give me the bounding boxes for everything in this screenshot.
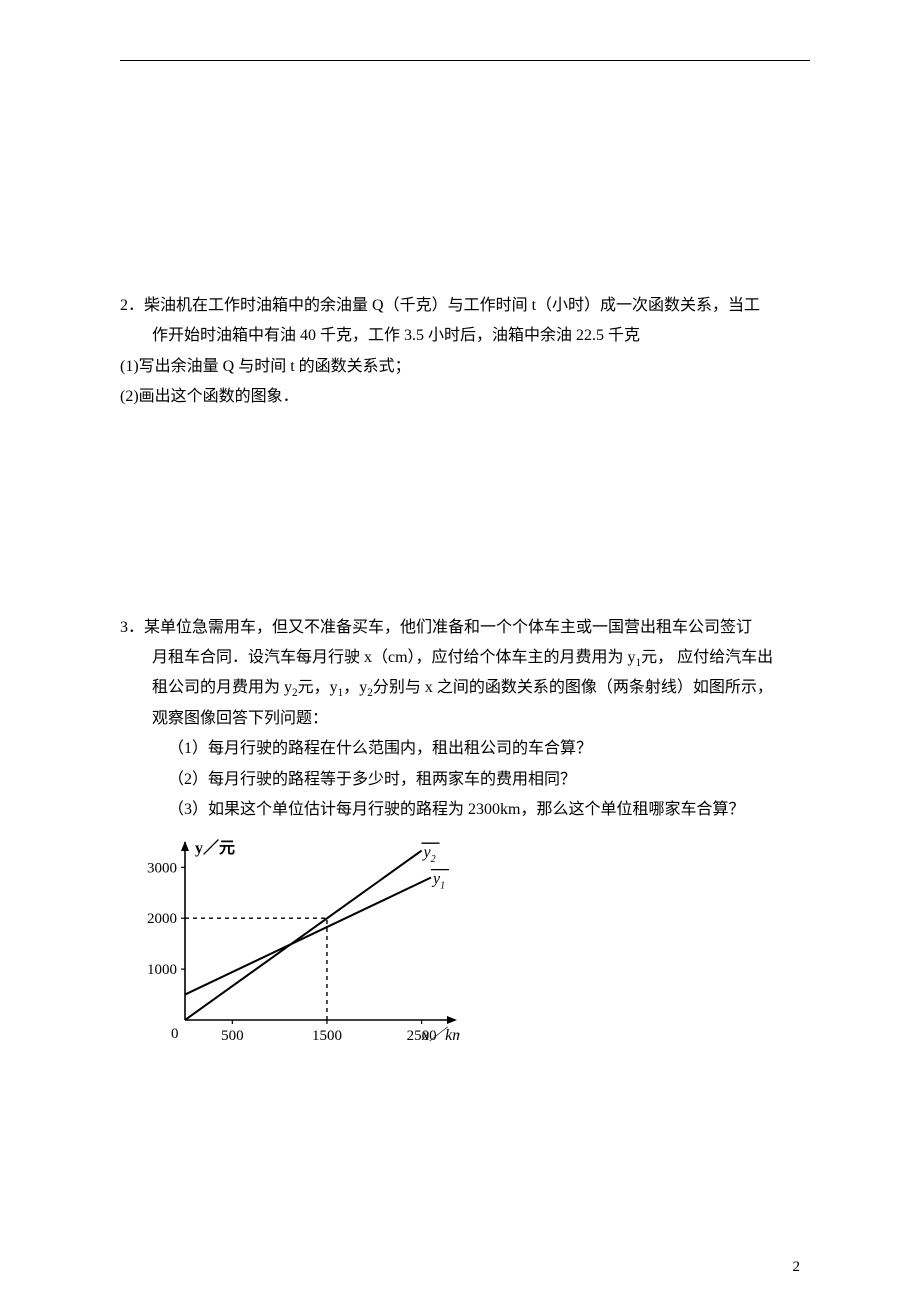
problem-3-stem-line3: 租公司的月费用为 y2元，y1，y2分别与 x 之间的函数关系的图像（两条射线）… bbox=[120, 673, 810, 703]
problem-3-q2: （2）每月行驶的路程等于多少时，租两家车的费用相同？ bbox=[120, 765, 810, 795]
problem-2: 2．柴油机在工作时油箱中的余油量 Q（千克）与工作时间 t（小时）成一次函数关系… bbox=[120, 291, 810, 413]
problem-3-q1: （1）每月行驶的路程在什么范围内，租出租公司的车合算？ bbox=[120, 734, 810, 764]
problem-2-stem-line1: 2．柴油机在工作时油箱中的余油量 Q（千克）与工作时间 t（小时）成一次函数关系… bbox=[120, 291, 810, 321]
svg-text:2000: 2000 bbox=[147, 912, 177, 928]
problem-3-stem-line2a: 月租车合同．设汽车每月行驶 x（cm），应付给个体车主的月费用为 y bbox=[152, 649, 636, 666]
svg-text:1000: 1000 bbox=[147, 962, 177, 978]
svg-text:y2: y2 bbox=[422, 844, 436, 865]
problem-2-number: 2． bbox=[120, 297, 144, 314]
problem-3-stem-text1: 某单位急需用车，但又不准备买车，他们准备和一个个体车主或一国营出租车公司签订 bbox=[144, 619, 752, 636]
svg-text:0: 0 bbox=[171, 1026, 179, 1042]
problem-2-stem-line2: 作开始时油箱中有油 40 千克，工作 3.5 小时后，油箱中余油 22.5 千克 bbox=[120, 321, 810, 351]
fee-chart-svg: y／元x／km010002000300050015002500y1y2 bbox=[120, 835, 460, 1050]
svg-text:y1: y1 bbox=[431, 871, 445, 892]
svg-text:3000: 3000 bbox=[147, 861, 177, 877]
page-number: 2 bbox=[793, 1253, 801, 1282]
svg-text:y／元: y／元 bbox=[195, 839, 235, 857]
problem-3-q3: （3）如果这个单位估计每月行驶的路程为 2300km，那么这个单位租哪家车合算？ bbox=[120, 795, 810, 825]
problem-2-stem-text1: 柴油机在工作时油箱中的余油量 Q（千克）与工作时间 t（小时）成一次函数关系，当… bbox=[144, 297, 760, 314]
problem-3-stem-line2: 月租车合同．设汽车每月行驶 x（cm），应付给个体车主的月费用为 y1元， 应付… bbox=[120, 643, 810, 673]
problem-3-stem-line2b: 元， 应付给汽车出 bbox=[641, 649, 773, 666]
svg-text:500: 500 bbox=[221, 1028, 244, 1044]
problem-3-stem-line3c: ，y bbox=[343, 679, 367, 696]
problem-3-number: 3． bbox=[120, 619, 144, 636]
top-rule bbox=[120, 60, 810, 61]
svg-text:1500: 1500 bbox=[312, 1028, 342, 1044]
problem-2-q2: (2)画出这个函数的图象． bbox=[120, 382, 810, 412]
problem-3-stem-line3b: 元，y bbox=[298, 679, 338, 696]
problem-3-stem-line4: 观察图像回答下列问题： bbox=[120, 704, 810, 734]
problem-3-stem-line3d: 分别与 x 之间的函数关系的图像（两条射线）如图所示， bbox=[373, 679, 773, 696]
fee-chart: y／元x／km010002000300050015002500y1y2 bbox=[120, 835, 810, 1061]
svg-text:2500: 2500 bbox=[407, 1028, 437, 1044]
problem-2-q1: (1)写出余油量 Q 与时间 t 的函数关系式； bbox=[120, 352, 810, 382]
problem-3-stem-line1: 3．某单位急需用车，但又不准备买车，他们准备和一个个体车主或一国营出租车公司签订 bbox=[120, 613, 810, 643]
problem-3-stem-line3a: 租公司的月费用为 y bbox=[152, 679, 292, 696]
problem-3: 3．某单位急需用车，但又不准备买车，他们准备和一个个体车主或一国营出租车公司签订… bbox=[120, 613, 810, 1062]
